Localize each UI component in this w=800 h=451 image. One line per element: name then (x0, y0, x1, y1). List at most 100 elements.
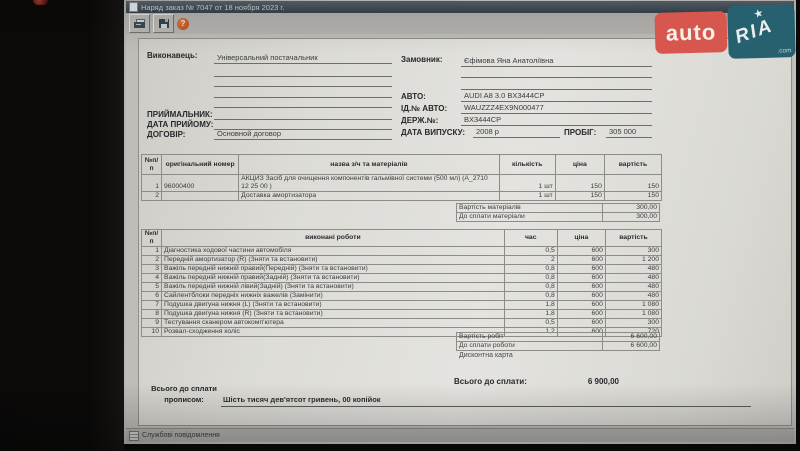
col-header: ціна (554, 154, 605, 175)
table-row: 8 Подушка двигуна нижня (R) (Зняти та вс… (140, 308, 663, 319)
col-header: назва з/ч та матеріалів (238, 154, 500, 175)
autoria-auto-badge: auto (654, 11, 728, 54)
preview-workspace: Виконавець: Універсальний постачальник П… (126, 34, 794, 428)
cell-num: 2 (140, 191, 163, 201)
cell-cost: 300 (604, 317, 663, 328)
cell-orig-number: 96000400 (161, 174, 240, 192)
cell-hours: 0,8 (503, 281, 558, 292)
window-titlebar[interactable]: Наряд заказ № 7047 от 18 ноября 2023 г. (126, 1, 794, 13)
cell-price: 600 (556, 299, 606, 310)
table-row: 4 Важіль передній нижній правий(Задній) … (140, 272, 663, 283)
works-header-row: №п/п виконані роботи час ціна вартість (140, 229, 663, 247)
materials-header-row: №п/п оригінальний номер назва з/ч та мат… (140, 154, 663, 175)
cell-hours: 0,8 (503, 263, 558, 274)
cell-cost: 480 (604, 281, 663, 292)
cell-price: 600 (556, 308, 606, 319)
bezel-sheen (90, 0, 124, 451)
summary-label: Вартість матеріалів (456, 203, 603, 213)
blank-field-line (214, 87, 392, 98)
summary-value: 6 600,00 (602, 341, 660, 351)
cell-num: 1 (140, 174, 163, 192)
grand-total-value: 6 900,00 (587, 377, 619, 386)
table-row: 2 Доставка амортизатора 1 шт 150 150 (140, 191, 663, 201)
col-header: №п/п (140, 154, 163, 175)
cell-hours: 0,5 (503, 317, 558, 328)
works-table: №п/п виконані роботи час ціна вартість 1… (140, 229, 663, 337)
materials-summary: Вартість матеріалів 300,00 До сплати мат… (456, 203, 660, 222)
app-window: Наряд заказ № 7047 от 18 ноября 2023 г. … (124, 0, 796, 444)
blank-field-line (461, 79, 652, 90)
cell-cost: 480 (604, 263, 663, 274)
cell-price: 600 (556, 281, 606, 292)
cell-orig-number (161, 191, 240, 201)
save-button[interactable] (153, 14, 174, 33)
cell-cost: 480 (604, 290, 663, 301)
cell-name: Передній амортизатор (R) (Зняти та встан… (161, 254, 505, 265)
contract-value: Основной договор (214, 129, 392, 140)
summary-row: До сплати роботи 6 600,00 (456, 341, 660, 351)
table-row: 1 96000400 АКЦИЗ Засіб для очищення комп… (140, 174, 663, 192)
summary-value: 300,00 (602, 203, 660, 213)
table-row: 9 Тестування сканером автокомп'ютера 0,5… (140, 317, 663, 328)
printer-icon (134, 19, 145, 28)
plate-value: BX3444CP (461, 115, 652, 126)
table-row: 1 Діагностика ходової частини автомобіля… (140, 245, 663, 256)
cell-hours: 2 (503, 254, 558, 265)
document-icon (129, 2, 138, 12)
summary-label: До сплати роботи (456, 341, 603, 351)
statusbar-tab-service-messages[interactable]: Службові повідомлення (142, 432, 220, 439)
autoria-auto-text: auto (665, 18, 717, 46)
cell-qty: 1 шт (498, 191, 556, 201)
cell-num: 2 (140, 254, 163, 265)
table-row: 5 Важіль передній нижній лівий(Задній) (… (140, 281, 663, 292)
help-button[interactable]: ? (177, 17, 189, 30)
executor-value: Універсальний постачальник (214, 53, 392, 64)
cell-num: 6 (140, 290, 163, 301)
discount-card-label: Дисконтна карта (459, 352, 513, 359)
cell-price: 600 (556, 263, 606, 274)
issue-date-value: 2008 р (473, 127, 560, 138)
cell-cost: 1 080 (604, 299, 663, 310)
cell-name: Важіль передній нижній лівий(Задній) (Зн… (161, 281, 505, 292)
col-header: час (503, 229, 558, 247)
autoria-com-text: .com (777, 47, 792, 55)
col-header: вартість (603, 154, 663, 175)
cell-num: 5 (140, 281, 163, 292)
cell-num: 8 (140, 308, 163, 319)
print-button[interactable] (129, 14, 150, 33)
cell-name: Подушка двигуна нижня (R) (Зняти та вста… (161, 308, 505, 319)
table-row: 7 Подушка двигуна нижня (L) (Зняти та вс… (140, 299, 663, 310)
receiver-value (214, 109, 392, 120)
executor-label: Виконавець: (147, 51, 198, 60)
materials-table: №п/п оригінальний номер назва з/ч та мат… (140, 154, 663, 201)
cell-price: 150 (554, 174, 605, 192)
screen-reflection (33, 0, 48, 5)
summary-value: 300,00 (602, 212, 660, 222)
total-in-words-line1: Всього до сплати (151, 384, 217, 393)
summary-row: Вартість матеріалів 300,00 (456, 203, 660, 213)
auto-label: АВТО: (401, 92, 426, 101)
cell-price: 600 (556, 254, 606, 265)
total-in-words-value: Шість тисяч дев'ятсот гривень, 00 копійо… (221, 394, 751, 407)
floppy-icon (158, 19, 169, 28)
blank-field-line (214, 97, 392, 108)
cell-name: Сайлентблоки передніх нижніх важелів (За… (161, 290, 505, 301)
autoria-ria-badge: ★ RIA .com (727, 4, 796, 59)
col-header: виконані роботи (161, 229, 505, 247)
vin-label: ІД.№ АВТО: (401, 104, 448, 113)
plate-label: ДЕРЖ.№: (401, 116, 439, 125)
total-in-words-line2: прописом: (164, 395, 204, 405)
cell-name: Доставка амортизатора (238, 191, 500, 201)
col-header: №п/п (140, 229, 163, 247)
cell-name: АКЦИЗ Засіб для очищення компонентів гал… (238, 174, 500, 192)
cell-cost: 480 (604, 272, 663, 283)
cell-name: Важіль передній нижній правий(Задній) (З… (161, 272, 505, 283)
grand-total-label: Всього до сплати: (454, 377, 527, 386)
table-row: 2 Передній амортизатор (R) (Зняти та вст… (140, 254, 663, 265)
cell-price: 150 (554, 191, 605, 201)
table-row: 6 Сайлентблоки передніх нижніх важелів (… (140, 290, 663, 301)
col-header: вартість (604, 229, 663, 247)
cell-num: 10 (140, 326, 163, 337)
cell-num: 4 (140, 272, 163, 283)
cell-name: Подушка двигуна нижня (L) (Зняти та вста… (161, 299, 505, 310)
